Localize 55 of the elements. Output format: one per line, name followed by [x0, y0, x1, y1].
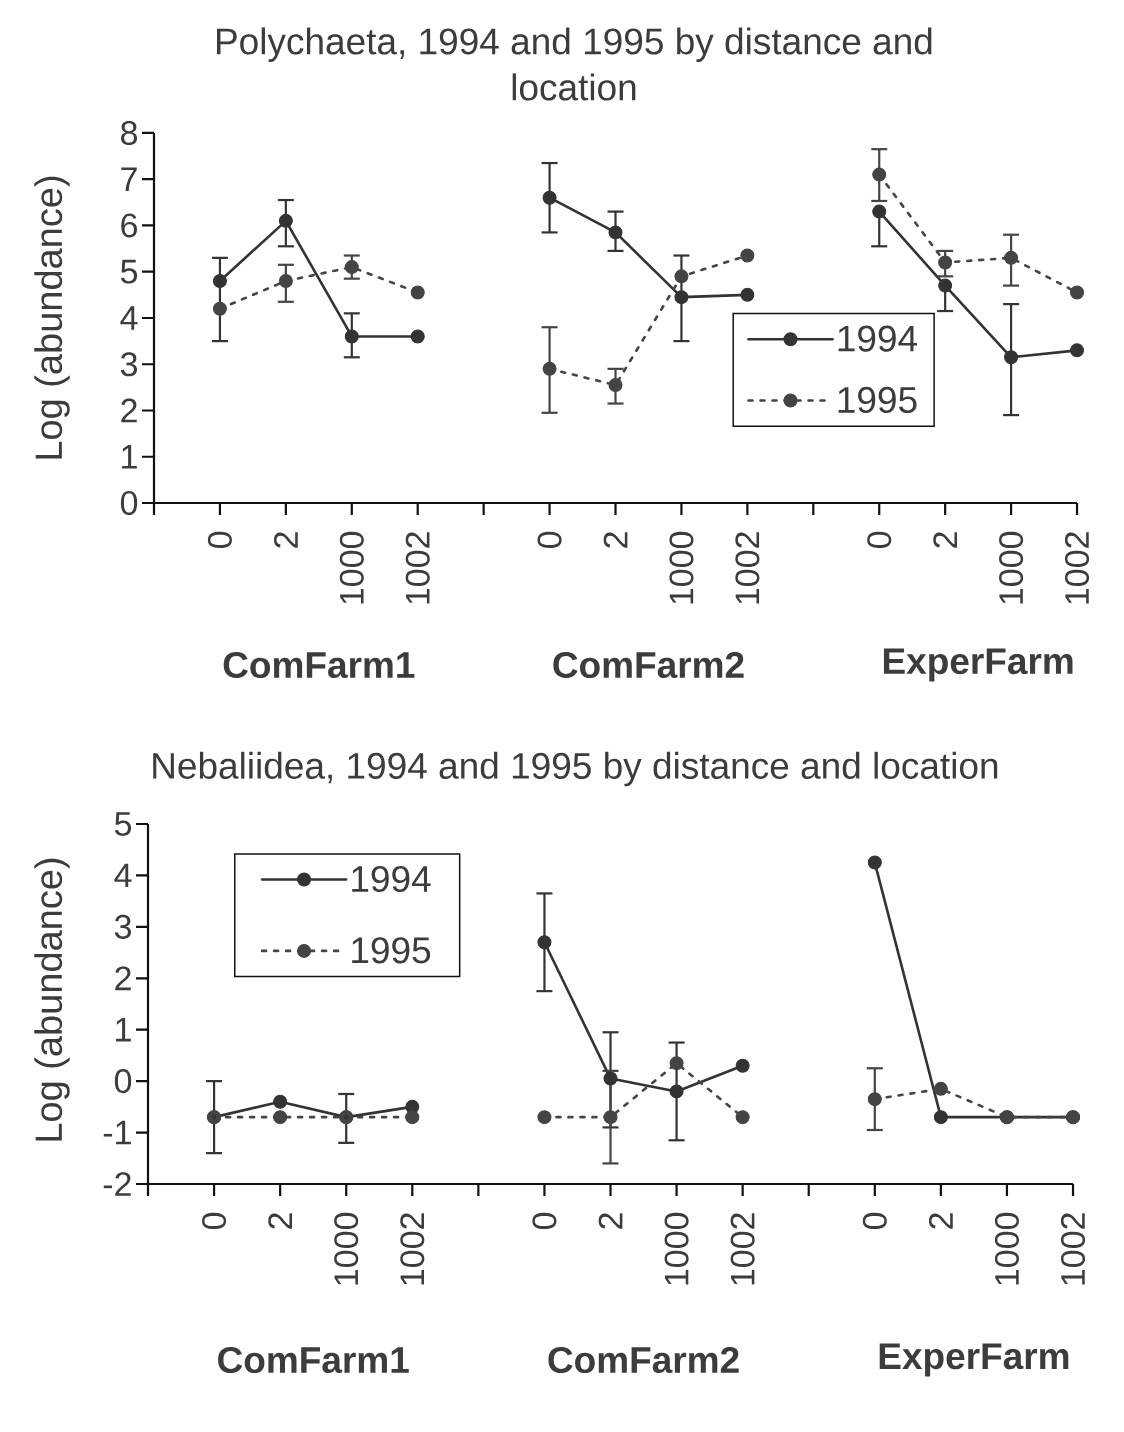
- y-axis-title: Log (abundance): [34, 858, 70, 1141]
- y-tick-label: -2: [103, 1172, 131, 1196]
- y-axis-title: Log (abundance): [34, 176, 70, 459]
- x-tick-label: 1002: [400, 1213, 425, 1285]
- y-tick-label: 3: [120, 352, 137, 377]
- text: ComFarm2: [548, 1346, 739, 1374]
- legend-label: 1994: [352, 865, 431, 893]
- y-tick-label: 5: [114, 812, 132, 836]
- x-tick-label: 0: [537, 531, 562, 549]
- text: ComFarm2: [553, 651, 744, 679]
- x-tick-label: 1002: [1060, 1213, 1086, 1285]
- x-tick-label: 0: [202, 1212, 227, 1230]
- x-tick-label: 0: [862, 1212, 887, 1230]
- x-tick-label: 0: [532, 1212, 557, 1230]
- x-tick-label: 1002: [735, 532, 760, 604]
- y-tick-label: 1: [122, 445, 137, 469]
- x-tick-label: 1002: [405, 532, 430, 604]
- x-tick-label: 2: [274, 532, 298, 548]
- legend-label: 1995: [838, 386, 917, 414]
- y-tick-label: 0: [120, 490, 138, 516]
- x-tick-label: 1000: [664, 1212, 689, 1285]
- x-tick-label: 2: [598, 1213, 623, 1229]
- y-tick-label: 1: [116, 1018, 131, 1042]
- x-tick-label: 0: [867, 531, 892, 549]
- text: ExperFarm: [883, 648, 1073, 682]
- legend-label: 1995: [352, 937, 431, 964]
- x-tick-label: 1000: [339, 531, 364, 604]
- y-tick-label: 6: [121, 213, 137, 238]
- x-tick-label: 1000: [994, 1212, 1019, 1285]
- x-tick-label: 1002: [730, 1213, 755, 1285]
- y-tick-label: 0: [114, 1069, 132, 1094]
- y-tick-label: 2: [121, 398, 137, 423]
- x-tick-label: 2: [929, 1213, 953, 1229]
- x-tick-label: 2: [603, 532, 628, 548]
- x-tick-label: 1000: [334, 1212, 359, 1285]
- x-tick-label: 2: [268, 1213, 293, 1229]
- chart-title: Polychaeta, 1994 and 1995 by distance and location: [217, 27, 932, 101]
- legend-label: 1994: [838, 325, 918, 352]
- text: ComFarm1: [218, 1346, 409, 1374]
- x-tick-label: 0: [207, 531, 232, 549]
- x-tick-label: 1000: [999, 531, 1024, 604]
- y-tick-label: 5: [120, 259, 138, 284]
- chart-title: Nebaliidea, 1994 and 1995 by distance and location: [153, 751, 998, 787]
- y-tick-label: 7: [121, 167, 137, 191]
- x-tick-label: 2: [933, 532, 958, 548]
- x-tick-label: 1002: [1064, 532, 1090, 604]
- y-tick-label: 4: [114, 863, 132, 888]
- text: ExperFarm: [879, 1343, 1069, 1377]
- y-tick-label: -1: [103, 1120, 131, 1145]
- y-tick-label: 8: [121, 120, 138, 145]
- text: ComFarm1: [223, 651, 415, 679]
- x-tick-label: 1000: [669, 531, 694, 604]
- y-tick-label: 4: [120, 306, 138, 330]
- y-tick-label: 2: [115, 966, 131, 991]
- y-tick-label: 3: [114, 914, 131, 939]
